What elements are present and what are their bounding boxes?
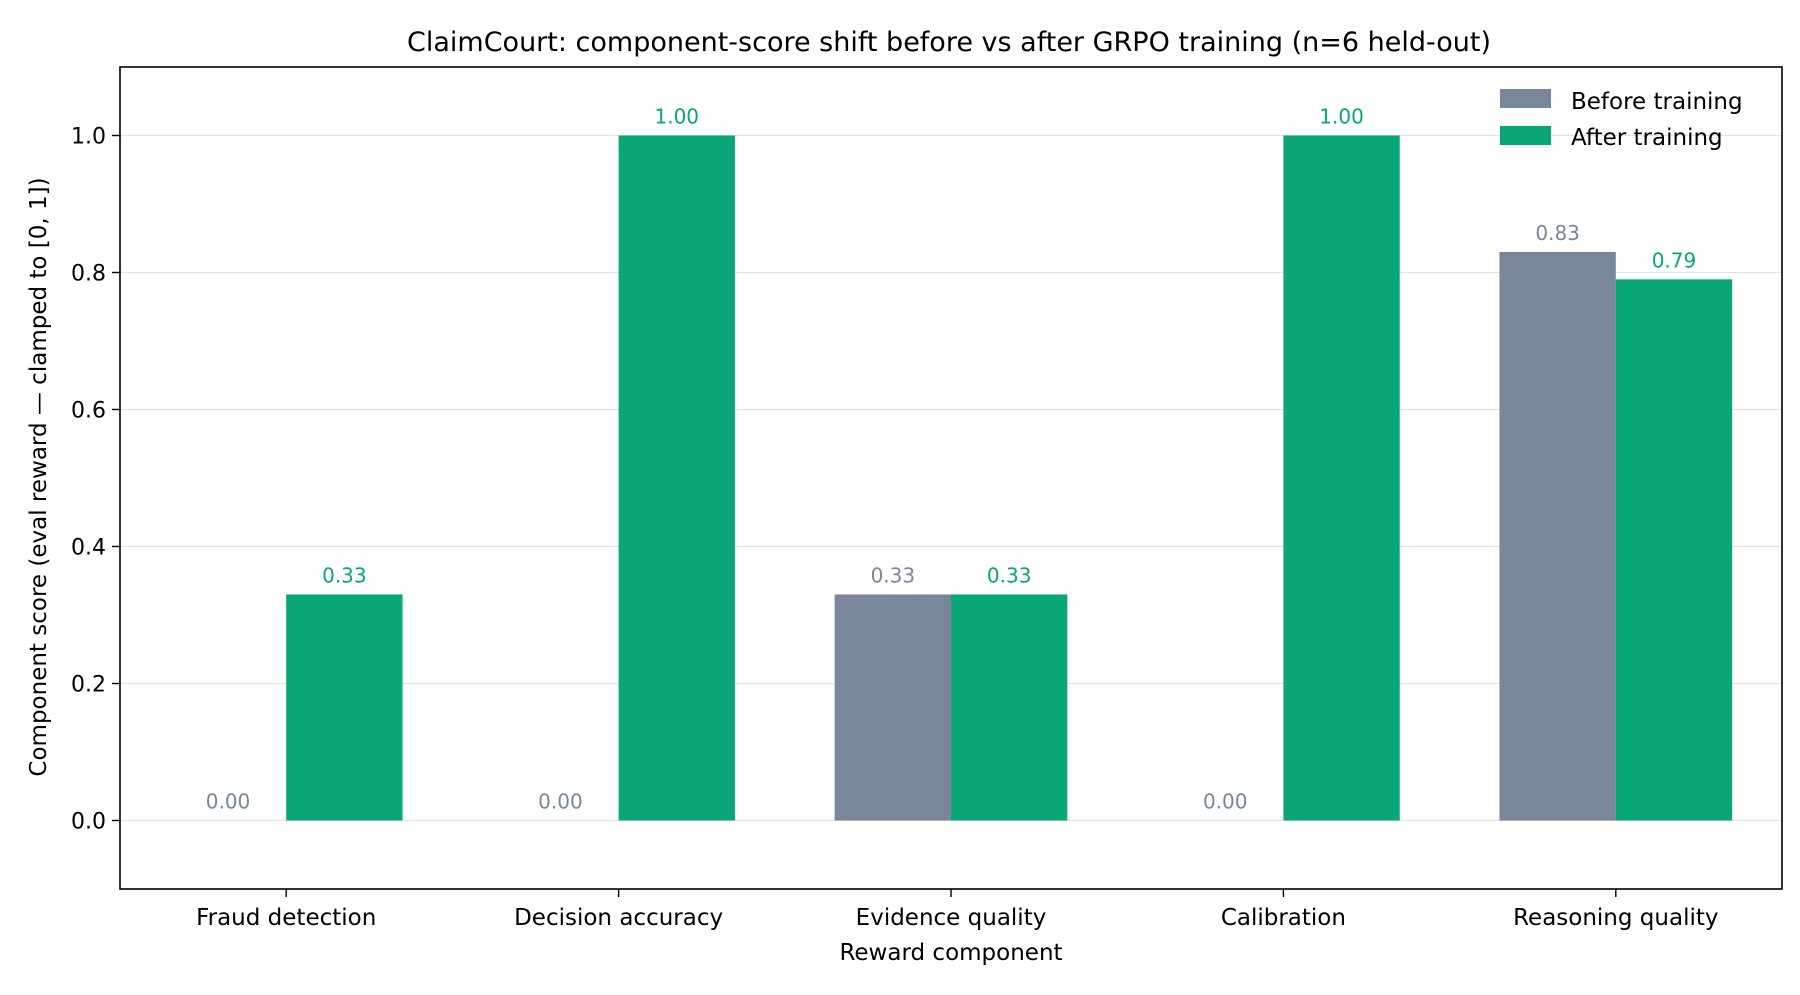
bar (286, 594, 403, 821)
bar-value-label: 0.79 (1652, 248, 1697, 272)
bar-value-label: 0.00 (206, 790, 251, 814)
bar-value-label: 1.00 (1319, 105, 1364, 129)
bar (1283, 135, 1400, 821)
bar-value-label: 0.33 (322, 563, 367, 587)
bar-value-label: 0.00 (538, 790, 583, 814)
chart-title: ClaimCourt: component-score shift before… (407, 27, 1491, 58)
legend-swatch-after (1500, 126, 1551, 145)
legend-label-after: After training (1571, 125, 1723, 151)
legend-swatch-before (1500, 89, 1551, 108)
x-tick-label: Evidence quality (856, 905, 1047, 931)
y-tick-label: 0.4 (71, 536, 106, 561)
y-tick-label: 0.8 (71, 262, 106, 287)
y-axis-label: Component score (eval reward — clamped t… (26, 177, 52, 776)
bar (951, 594, 1068, 821)
x-tick-label: Calibration (1221, 905, 1346, 931)
y-axis: 0.0 0.2 0.4 0.6 0.8 1.0 (71, 125, 120, 835)
y-tick-label: 1.0 (71, 125, 106, 150)
bar (1499, 251, 1616, 821)
bar (834, 594, 951, 821)
bar-value-label: 0.33 (871, 563, 916, 587)
y-tick-label: 0.2 (71, 673, 106, 698)
legend-label-before: Before training (1571, 89, 1743, 115)
bar-value-label: 0.33 (987, 563, 1032, 587)
x-tick-label: Fraud detection (196, 905, 376, 931)
y-tick-label: 0.0 (71, 810, 106, 835)
bar-value-label: 0.83 (1535, 221, 1580, 245)
x-axis: Fraud detection Decision accuracy Evidence… (196, 889, 1718, 931)
data-labels: 0.00 0.00 0.33 0.00 0.83 0.33 1.00 0.33 1.00 0.79 (206, 105, 1696, 814)
bar-value-label: 1.00 (655, 105, 700, 129)
x-tick-label: Reasoning quality (1513, 905, 1718, 931)
x-axis-label: Reward component (839, 940, 1062, 966)
bars (286, 135, 1733, 821)
legend: Before training After training (1500, 89, 1743, 151)
bar (618, 135, 735, 821)
bar-value-label: 0.00 (1203, 790, 1248, 814)
y-tick-label: 0.6 (71, 399, 106, 424)
bar (1615, 279, 1733, 821)
x-tick-label: Decision accuracy (514, 905, 723, 931)
